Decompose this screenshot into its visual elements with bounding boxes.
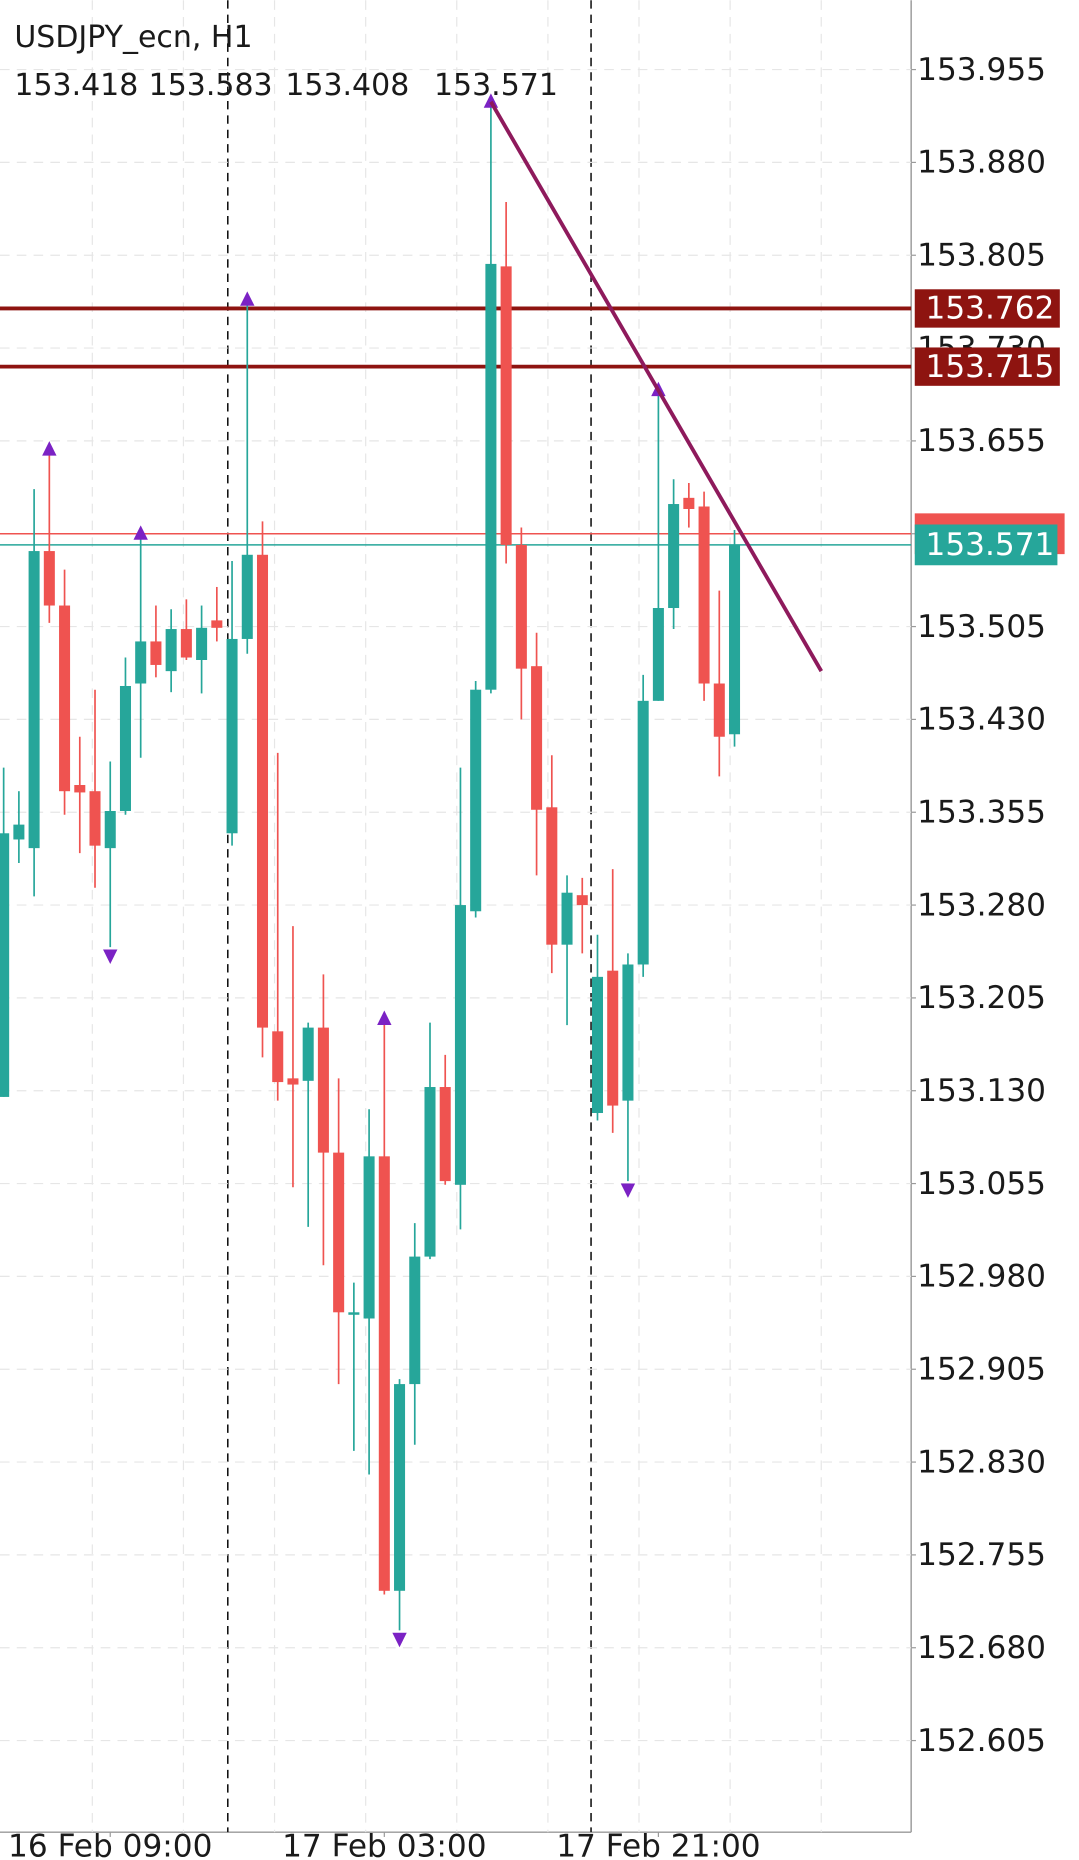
candle-body <box>196 627 208 660</box>
candle-body <box>89 791 101 846</box>
level-label: 153.762 <box>926 291 1055 327</box>
overlays <box>42 93 823 1648</box>
y-tick-label: 152.830 <box>917 1444 1046 1480</box>
candle-body <box>454 905 466 1185</box>
axes: 153.955153.880153.805153.730153.655153.5… <box>8 52 1065 1860</box>
candle-body <box>28 551 40 849</box>
fractal-up <box>240 291 255 306</box>
fractal-down <box>103 949 118 964</box>
y-tick-label: 153.955 <box>917 52 1046 88</box>
y-tick-label: 153.130 <box>917 1073 1046 1109</box>
candle-body <box>515 544 527 669</box>
candle-body <box>287 1078 299 1085</box>
candle-body <box>180 629 192 658</box>
fractal-up <box>377 1010 392 1025</box>
candle-body <box>43 551 55 606</box>
candle-body <box>698 506 710 684</box>
candle-body <box>485 263 497 690</box>
y-tick-label: 152.980 <box>917 1259 1046 1295</box>
candle-body <box>439 1087 451 1182</box>
candle-body <box>363 1156 375 1319</box>
candle-body <box>272 1031 284 1083</box>
bid-box <box>914 524 1058 566</box>
y-tick-label: 153.505 <box>917 609 1046 645</box>
candles <box>0 101 741 1631</box>
y-tick-label: 153.655 <box>917 423 1046 459</box>
price-lines <box>0 306 912 546</box>
candle-body <box>713 683 725 737</box>
ohlc-low: 153.408 <box>285 68 409 103</box>
candle-body <box>150 641 162 665</box>
candle-body <box>607 970 619 1106</box>
candle-body <box>104 811 116 849</box>
candle-body <box>0 833 10 1097</box>
candle-body <box>470 689 482 912</box>
candle-body <box>165 629 177 672</box>
candle-body <box>13 824 25 840</box>
candle-body <box>394 1384 406 1591</box>
trendline <box>489 100 823 673</box>
y-tick-label: 153.355 <box>917 794 1046 830</box>
level-box <box>914 289 1060 328</box>
y-tick-label: 153.280 <box>917 887 1046 923</box>
y-tick-label: 152.905 <box>917 1351 1046 1387</box>
candle-body <box>637 700 649 965</box>
candle-body <box>348 1312 360 1315</box>
candle-body <box>256 554 269 1028</box>
candle-body <box>546 807 558 945</box>
candle-body <box>500 266 512 545</box>
candle-body <box>59 605 71 792</box>
y-tick-label: 153.205 <box>917 980 1046 1016</box>
ohlc-open: 153.418 <box>14 68 138 103</box>
grid <box>0 0 912 1833</box>
candle-body <box>409 1256 421 1385</box>
candle-body <box>652 608 664 701</box>
y-tick-label: 152.680 <box>917 1630 1046 1666</box>
y-tick-label: 152.605 <box>917 1723 1046 1759</box>
candle-body <box>211 620 223 628</box>
y-tick-label: 153.430 <box>917 702 1046 738</box>
candle-body <box>135 641 147 684</box>
candle-body <box>241 554 253 639</box>
candle-body <box>622 964 634 1101</box>
y-tick-label: 153.055 <box>917 1166 1046 1202</box>
fractal-up <box>42 441 57 456</box>
y-tick-label: 153.805 <box>917 237 1046 273</box>
candle-body <box>683 497 695 509</box>
candle-body <box>378 1156 390 1591</box>
x-tick-label: 17 Feb 21:00 <box>556 1829 760 1860</box>
candle-body <box>74 785 86 793</box>
level-label: 153.715 <box>926 349 1055 385</box>
candle-body <box>333 1152 345 1313</box>
candle-body <box>591 976 604 1114</box>
candle-body <box>226 638 238 834</box>
candle-body <box>302 1027 314 1081</box>
symbol-title: USDJPY_ecn, H1 <box>14 20 252 55</box>
x-tick-label: 16 Feb 09:00 <box>8 1829 212 1860</box>
candle-body <box>317 1027 329 1153</box>
ohlc-high: 153.583 <box>149 68 273 103</box>
bid-label: 153.571 <box>926 527 1055 563</box>
fractal-up <box>133 525 148 540</box>
ohlc-close: 153.571 <box>434 68 558 103</box>
fractal-down <box>392 1632 407 1648</box>
y-tick-label: 152.755 <box>917 1537 1046 1573</box>
level-box <box>914 347 1060 386</box>
candle-body <box>576 895 588 906</box>
x-tick-label: 17 Feb 03:00 <box>282 1829 486 1860</box>
candle-body <box>561 892 573 945</box>
fractal-down <box>620 1183 636 1198</box>
candle-body <box>119 685 131 812</box>
y-tick-label: 153.880 <box>917 145 1046 181</box>
candle-body <box>668 504 680 609</box>
candle-body <box>531 666 543 810</box>
candle-body <box>729 544 741 735</box>
candle-body <box>424 1087 436 1257</box>
